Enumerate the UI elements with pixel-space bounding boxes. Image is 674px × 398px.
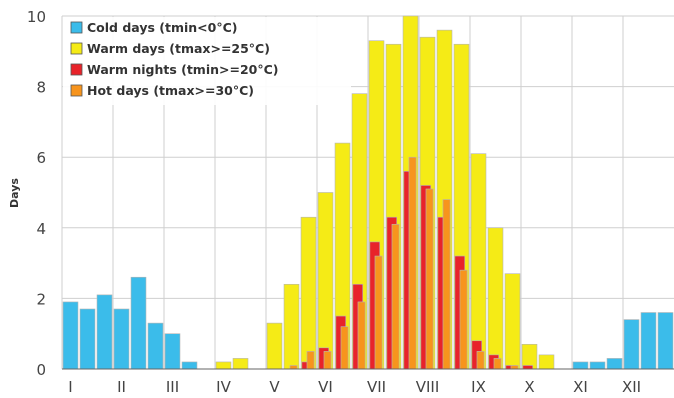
bar: [442, 199, 451, 370]
y-axis-label: Days: [8, 178, 21, 208]
x-tick-label: I: [68, 378, 72, 396]
bar: [623, 319, 640, 370]
bar: [113, 308, 130, 370]
x-tick-label: III: [166, 378, 179, 396]
y-tick-label: 10: [27, 8, 46, 26]
bar: [487, 227, 504, 370]
bar: [300, 216, 317, 370]
bar: [289, 365, 298, 370]
bar: [657, 312, 674, 370]
x-tick-label: II: [117, 378, 126, 396]
bar: [215, 361, 232, 370]
x-tick-label: VIII: [416, 378, 440, 396]
bar: [493, 358, 502, 370]
bar: [96, 294, 113, 370]
x-tick-label: IX: [471, 378, 486, 396]
legend-swatch: [70, 21, 83, 34]
bar: [62, 301, 79, 370]
bar: [640, 312, 657, 370]
bar: [323, 351, 332, 370]
bar: [391, 223, 400, 370]
bar: [306, 351, 315, 370]
legend-label: Warm days (tmax>=25°C): [87, 41, 270, 56]
bar: [425, 188, 434, 370]
legend-box: [63, 17, 351, 105]
bar: [181, 361, 198, 370]
bar: [357, 301, 366, 370]
y-tick-label: 6: [36, 149, 46, 167]
legend-swatch: [70, 42, 83, 55]
bar: [130, 276, 147, 370]
bar: [476, 351, 485, 370]
y-tick-label: 8: [36, 79, 46, 97]
bar: [589, 361, 606, 370]
bar: [374, 255, 383, 370]
legend: Cold days (tmin<0°C) Warm days (tmax>=25°…: [63, 17, 351, 105]
bars: [62, 15, 674, 370]
legend-swatch: [70, 63, 83, 76]
legend-label: Cold days (tmin<0°C): [87, 20, 238, 35]
x-tick-label: VI: [318, 378, 333, 396]
bar: [164, 333, 181, 370]
y-tick-label: 2: [36, 290, 46, 308]
legend-swatch: [70, 84, 83, 97]
legend-label: Warm nights (tmin>=20°C): [87, 62, 279, 77]
x-tick-label: XI: [573, 378, 588, 396]
bar: [408, 156, 417, 370]
bar: [510, 365, 519, 370]
x-tick-label: X: [524, 378, 534, 396]
bar: [317, 192, 334, 370]
x-tick-label: XII: [622, 378, 641, 396]
y-tick-label: 0: [36, 361, 46, 379]
x-tick-label: V: [269, 378, 280, 396]
legend-label: Hot days (tmax>=30°C): [87, 83, 254, 98]
bar: [147, 322, 164, 370]
bar: [232, 358, 249, 370]
bar: [606, 358, 623, 370]
bar: [266, 322, 283, 370]
bar: [504, 273, 521, 370]
bar: [538, 354, 555, 370]
bar: [470, 153, 487, 370]
y-tick-label: 4: [36, 220, 46, 238]
x-tick-label: VII: [367, 378, 386, 396]
x-tick-label: IV: [216, 378, 231, 396]
bar: [572, 361, 589, 370]
bar: [522, 365, 534, 370]
bar: [79, 308, 96, 370]
bar: [459, 269, 468, 370]
bar: [283, 283, 300, 370]
bar: [340, 326, 349, 370]
